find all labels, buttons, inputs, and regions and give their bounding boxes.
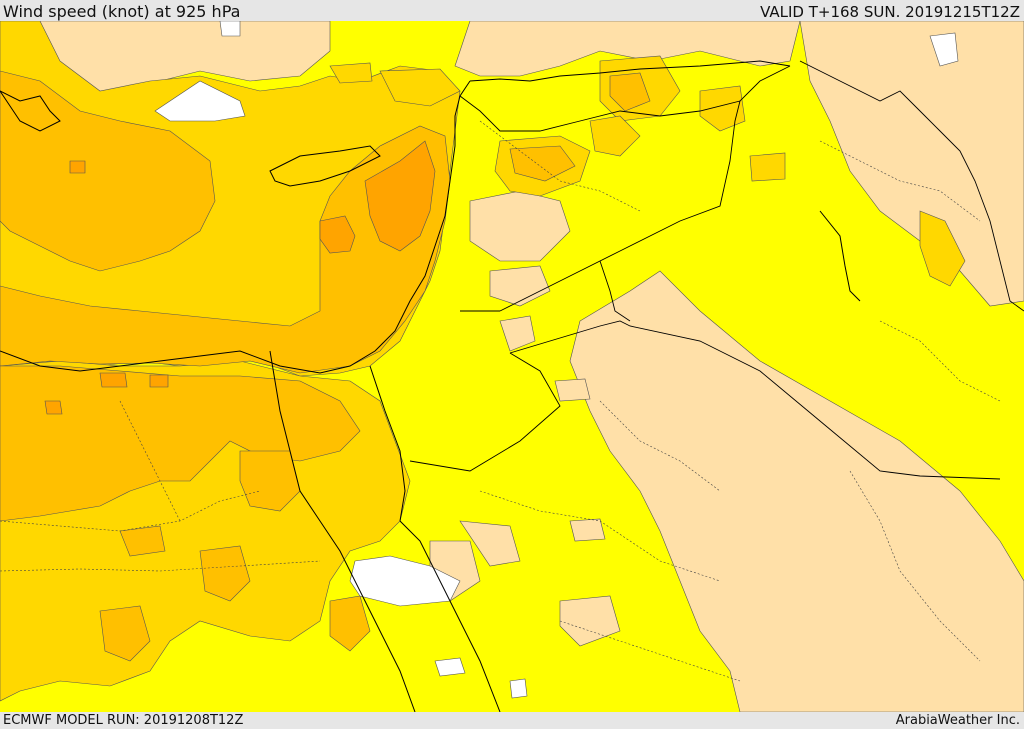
country-borders (409, 60, 1024, 480)
model-run-label: ECMWF MODEL RUN: 20191208T12Z (3, 713, 244, 728)
low-wind-areas (39, 21, 1024, 712)
valid-time: VALID T+168 SUN. 20191215T12Z (760, 3, 1020, 21)
very-strong-wind-areas (44, 140, 436, 415)
map-title: Wind speed (knot) at 925 hPa (3, 2, 241, 21)
coastlines (0, 60, 861, 712)
credit-label: ArabiaWeather Inc. (895, 713, 1020, 728)
header-bar: Wind speed (knot) at 925 hPa VALID T+168… (0, 0, 1024, 21)
calm-areas (154, 21, 959, 699)
strong-wind-areas (0, 70, 651, 662)
footer-bar: ECMWF MODEL RUN: 20191208T12Z ArabiaWeat… (0, 712, 1024, 729)
wind-speed-map[interactable] (0, 21, 1024, 712)
admin-boundaries (0, 120, 1001, 682)
